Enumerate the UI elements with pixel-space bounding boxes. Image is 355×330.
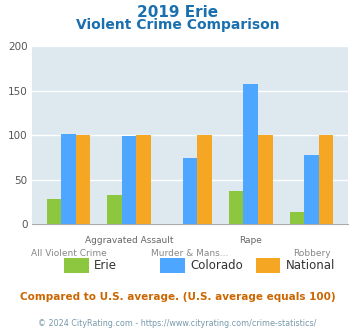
Bar <box>47 199 61 224</box>
Bar <box>61 134 76 224</box>
Text: Murder & Mans...: Murder & Mans... <box>151 249 229 258</box>
Bar <box>197 135 212 224</box>
Text: All Violent Crime: All Violent Crime <box>31 249 106 258</box>
Bar <box>258 135 273 224</box>
Bar <box>182 157 197 224</box>
Bar <box>122 136 136 224</box>
Text: Colorado: Colorado <box>190 259 243 272</box>
Text: Rape: Rape <box>239 236 262 245</box>
Text: © 2024 CityRating.com - https://www.cityrating.com/crime-statistics/: © 2024 CityRating.com - https://www.city… <box>38 319 317 328</box>
Text: Compared to U.S. average. (U.S. average equals 100): Compared to U.S. average. (U.S. average … <box>20 292 335 302</box>
Bar <box>304 155 319 224</box>
Bar <box>290 212 304 224</box>
Text: National: National <box>286 259 335 272</box>
Bar <box>136 135 151 224</box>
Bar <box>229 191 244 224</box>
Text: Aggravated Assault: Aggravated Assault <box>85 236 173 245</box>
Text: Robbery: Robbery <box>293 249 330 258</box>
Bar <box>107 195 122 224</box>
Text: Erie: Erie <box>94 259 117 272</box>
Bar <box>76 135 90 224</box>
Bar <box>244 83 258 224</box>
Text: Violent Crime Comparison: Violent Crime Comparison <box>76 18 279 32</box>
Bar <box>319 135 333 224</box>
Text: 2019 Erie: 2019 Erie <box>137 5 218 20</box>
